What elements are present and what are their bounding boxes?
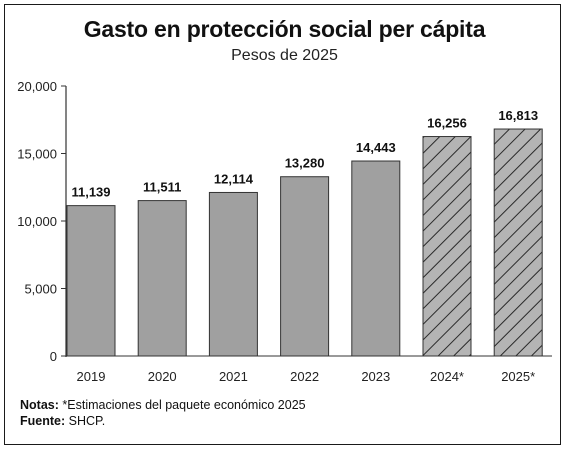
x-tick-label: 2024* (430, 369, 464, 384)
y-tick-label: 10,000 (17, 214, 57, 229)
y-tick-label: 20,000 (17, 79, 57, 94)
bar (351, 160, 401, 357)
chart-notes: Notas: *Estimaciones del paquete económi… (20, 397, 306, 429)
bar (137, 200, 187, 357)
chart-title: Gasto en protección social per cápita (83, 16, 486, 42)
x-tick-label: 2021 (219, 369, 248, 384)
data-label: 13,280 (285, 156, 325, 171)
chart-bars (66, 128, 543, 357)
data-label: 16,256 (427, 116, 467, 131)
x-tick-label: 2023 (361, 369, 390, 384)
source-label: Fuente: (20, 414, 66, 428)
x-tick-label: 2022 (290, 369, 319, 384)
chart-labels: 0 5,000 10,000 15,000 20,000 11,139 2019 11,511… (17, 79, 538, 384)
notes-text: *Estimaciones del paquete económico 2025 (62, 398, 306, 412)
source-text: SHCP. (68, 414, 106, 428)
bar-estimated (422, 136, 472, 357)
bar (280, 176, 330, 357)
x-tick-label: 2019 (77, 369, 106, 384)
data-label: 12,114 (214, 171, 254, 186)
data-label: 14,443 (356, 140, 396, 155)
y-tick-label: 15,000 (17, 147, 57, 162)
bar-estimated (493, 128, 543, 357)
notes-label: Notas: (20, 398, 59, 412)
data-label: 11,139 (71, 185, 110, 200)
data-label: 11,511 (143, 180, 181, 195)
data-label: 16,813 (498, 108, 538, 123)
source-line: Fuente: SHCP. (20, 413, 306, 429)
x-tick-label: 2025* (501, 369, 535, 384)
bar (208, 191, 258, 357)
bar (66, 205, 116, 357)
chart-subtitle: Pesos de 2025 (231, 47, 338, 64)
x-tick-label: 2020 (148, 369, 177, 384)
notes-line: Notas: *Estimaciones del paquete económi… (20, 397, 306, 413)
y-tick-label: 0 (50, 349, 57, 364)
y-tick-label: 5,000 (24, 282, 57, 297)
